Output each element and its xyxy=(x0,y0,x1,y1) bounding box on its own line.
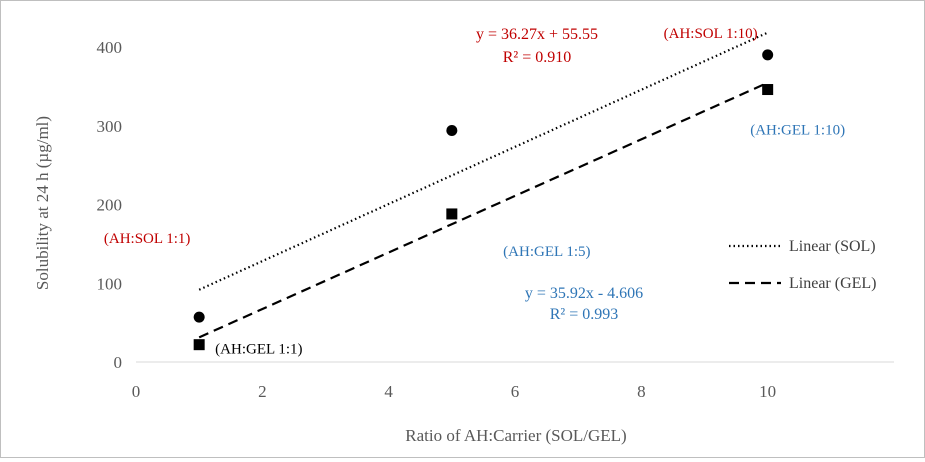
x-tick-label: 0 xyxy=(132,382,141,401)
point-label-gel: (AH:GEL 1:1) xyxy=(215,342,302,358)
point-sol xyxy=(762,49,774,61)
trendline-sol xyxy=(198,31,769,291)
data-markers xyxy=(193,49,774,351)
point-gel xyxy=(446,208,458,220)
point-label-gel: (AH:GEL 1:5) xyxy=(503,244,590,260)
trendline-gel xyxy=(198,81,769,339)
point-gel xyxy=(193,339,205,351)
x-tick-label: 8 xyxy=(637,382,646,401)
sol-trend-r2: R² = 0.910 xyxy=(503,49,572,66)
point-label-gel: (AH:GEL 1:10) xyxy=(750,123,845,139)
legend-sol-label: Linear (SOL) xyxy=(789,238,876,255)
x-tick-label: 2 xyxy=(258,382,267,401)
y-axis-title: Solubility at 24 h (µg/ml) xyxy=(33,116,52,290)
y-tick-label: 300 xyxy=(97,117,123,136)
point-gel xyxy=(762,84,774,96)
point-label-sol: (AH:SOL 1:1) xyxy=(104,231,191,247)
point-labels: (AH:SOL 1:1)(AH:SOL 1:5)(AH:SOL 1:10)(AH… xyxy=(104,26,845,358)
x-tick-label: 6 xyxy=(511,382,520,401)
point-sol xyxy=(193,311,205,323)
point-label-sol: (AH:SOL 1:10) xyxy=(664,26,758,42)
x-axis-title: Ratio of AH:Carrier (SOL/GEL) xyxy=(405,426,626,445)
trendlines xyxy=(198,31,769,339)
gel-trend-r2: R² = 0.993 xyxy=(550,306,619,323)
x-tick-label: 4 xyxy=(384,382,393,401)
x-tick-label: 10 xyxy=(759,382,776,401)
point-sol xyxy=(446,124,458,136)
y-tick-label: 0 xyxy=(114,353,123,372)
y-tick-label: 200 xyxy=(97,196,123,215)
y-tick-label: 400 xyxy=(97,38,123,57)
sol-trend-equation: y = 36.27x + 55.55 xyxy=(476,26,598,43)
legend-gel-label: Linear (GEL) xyxy=(789,275,877,292)
gel-trend-equation: y = 35.92x - 4.606 xyxy=(525,285,643,302)
y-tick-label: 100 xyxy=(97,274,123,293)
legend: Linear (SOL) Linear (GEL) xyxy=(729,238,877,292)
